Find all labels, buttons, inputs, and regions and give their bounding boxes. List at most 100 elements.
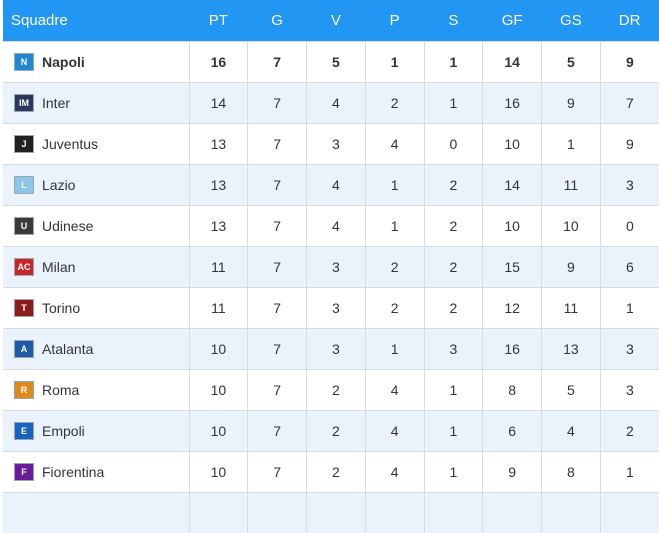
stat-gs: 9	[542, 247, 601, 288]
team-cell[interactable]: F Fiorentina	[3, 452, 189, 493]
team-cell[interactable]: R Roma	[3, 370, 189, 411]
stat-s: 1	[424, 42, 483, 83]
stat-v: 5	[307, 42, 366, 83]
stat-p: 2	[365, 83, 424, 124]
stat-v: 3	[307, 288, 366, 329]
stat-g: 7	[248, 370, 307, 411]
stat-v	[307, 493, 366, 533]
stat-g: 7	[248, 452, 307, 493]
team-name[interactable]: Milan	[42, 259, 75, 275]
stat-gs: 10	[542, 206, 601, 247]
header-team[interactable]: Squadre	[3, 0, 189, 42]
stat-pt: 11	[189, 288, 248, 329]
stat-pt: 10	[189, 329, 248, 370]
stat-s: 2	[424, 206, 483, 247]
stat-v: 2	[307, 411, 366, 452]
header-s[interactable]: S	[424, 0, 483, 42]
team-cell[interactable]	[3, 493, 189, 533]
stat-gf: 8	[483, 370, 542, 411]
stat-g: 7	[248, 124, 307, 165]
stat-dr: 3	[600, 329, 659, 370]
team-name[interactable]: Empoli	[42, 423, 85, 439]
team-cell[interactable]: U Udinese	[3, 206, 189, 247]
stat-s: 2	[424, 247, 483, 288]
stat-s	[424, 493, 483, 533]
stat-s: 2	[424, 165, 483, 206]
stat-gf: 16	[483, 329, 542, 370]
stat-g: 7	[248, 247, 307, 288]
team-name[interactable]: Juventus	[42, 136, 98, 152]
lazio-crest-icon: L	[14, 176, 34, 194]
stat-p: 4	[365, 124, 424, 165]
stat-gs: 11	[542, 165, 601, 206]
stat-p: 4	[365, 370, 424, 411]
stat-gs: 9	[542, 83, 601, 124]
header-v[interactable]: V	[307, 0, 366, 42]
stat-p: 2	[365, 247, 424, 288]
team-name[interactable]: Inter	[42, 95, 70, 111]
stat-dr: 3	[600, 165, 659, 206]
stat-gs: 5	[542, 42, 601, 83]
torino-crest-icon: T	[14, 299, 34, 317]
team-name[interactable]: Roma	[42, 382, 79, 398]
header-gf[interactable]: GF	[483, 0, 542, 42]
stat-g: 7	[248, 165, 307, 206]
stat-s: 1	[424, 83, 483, 124]
stat-gf	[483, 493, 542, 533]
team-name[interactable]: Lazio	[42, 177, 75, 193]
stat-s: 3	[424, 329, 483, 370]
team-name[interactable]: Udinese	[42, 218, 93, 234]
header-dr[interactable]: DR	[600, 0, 659, 42]
stat-gs: 11	[542, 288, 601, 329]
stat-dr: 0	[600, 206, 659, 247]
team-cell[interactable]: T Torino	[3, 288, 189, 329]
stat-g: 7	[248, 42, 307, 83]
stat-gf: 10	[483, 124, 542, 165]
team-cell[interactable]: IM Inter	[3, 83, 189, 124]
fiorentina-crest-icon: F	[14, 463, 34, 481]
inter-crest-icon: IM	[14, 94, 34, 112]
stat-v: 3	[307, 124, 366, 165]
stat-dr: 9	[600, 124, 659, 165]
team-cell[interactable]: N Napoli	[3, 42, 189, 83]
header-gs[interactable]: GS	[542, 0, 601, 42]
team-name[interactable]: Fiorentina	[42, 464, 104, 480]
team-cell[interactable]: L Lazio	[3, 165, 189, 206]
stat-v: 3	[307, 247, 366, 288]
stat-dr: 1	[600, 288, 659, 329]
team-name[interactable]: Atalanta	[42, 341, 93, 357]
table-row[interactable]	[3, 493, 659, 533]
stat-s: 1	[424, 452, 483, 493]
team-name[interactable]: Napoli	[42, 54, 85, 70]
stat-v: 4	[307, 206, 366, 247]
stat-pt: 13	[189, 206, 248, 247]
stat-dr	[600, 493, 659, 533]
header-pt[interactable]: PT	[189, 0, 248, 42]
header-p[interactable]: P	[365, 0, 424, 42]
stat-v: 2	[307, 370, 366, 411]
napoli-crest-icon: N	[14, 53, 34, 71]
stat-pt: 10	[189, 370, 248, 411]
stat-gf: 15	[483, 247, 542, 288]
team-name[interactable]: Torino	[42, 300, 80, 316]
roma-crest-icon: R	[14, 381, 34, 399]
header-g[interactable]: G	[248, 0, 307, 42]
udinese-crest-icon: U	[14, 217, 34, 235]
stat-gs: 4	[542, 411, 601, 452]
